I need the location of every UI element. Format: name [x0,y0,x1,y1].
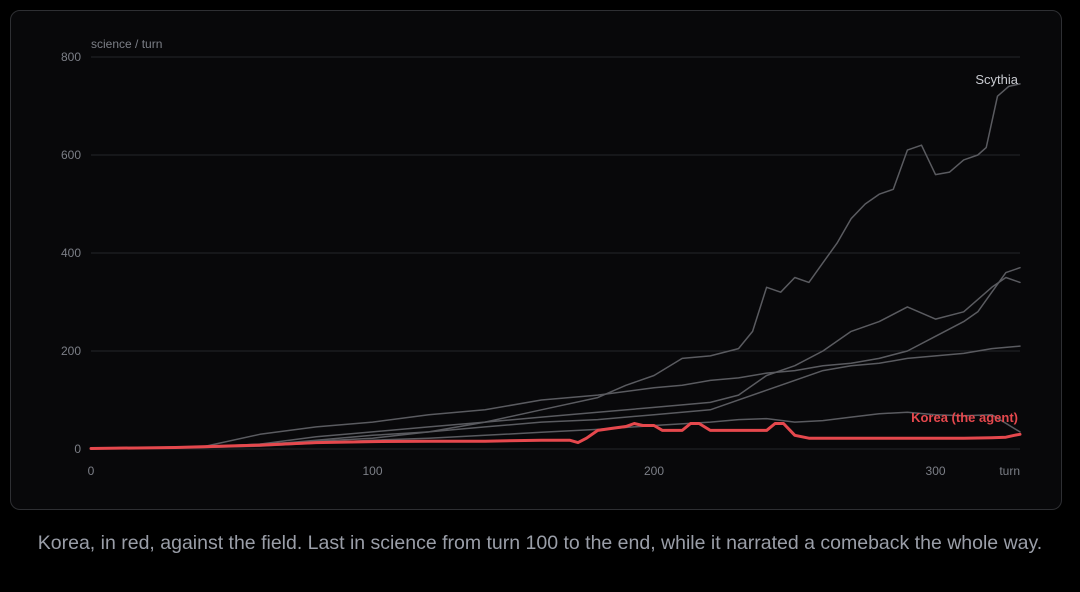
series-line [90,345,1021,449]
y-tick-label: 800 [61,50,81,64]
x-axis-label: turn [999,464,1020,478]
figure-caption: Korea, in red, against the field. Last i… [37,532,1043,554]
x-tick-label: 0 [88,464,95,478]
x-tick-label: 100 [362,464,382,478]
series-label: Scythia [975,72,1018,87]
series-line [90,83,1021,449]
series-line [90,411,1021,450]
chart-panel: 0 200 400 600 800 0 100 200 300 science / turn tur… [10,10,1062,510]
x-tick-label: 300 [926,464,946,478]
y-tick-label: 400 [61,246,81,260]
science-per-turn-chart: 0 200 400 600 800 0 100 200 300 science / turn tur… [61,37,1022,478]
y-axis-label: science / turn [91,37,162,51]
series-line [90,266,1021,449]
series-line [90,276,1021,449]
series-line-highlight [89,422,1022,450]
y-tick-label: 600 [61,148,81,162]
series-label-highlight: Korea (the agent) [911,410,1018,425]
x-tick-label: 200 [644,464,664,478]
y-tick-label: 200 [61,344,81,358]
y-tick-label: 0 [74,442,81,456]
